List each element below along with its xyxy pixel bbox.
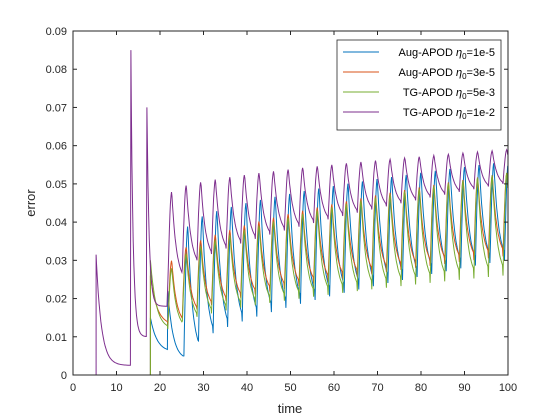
legend-label-1: Aug-APOD η0=1e-5 bbox=[399, 47, 495, 61]
y-tick-label: 0.01 bbox=[46, 332, 67, 344]
y-tick-label: 0.07 bbox=[46, 102, 67, 114]
x-tick-label: 0 bbox=[70, 382, 76, 394]
x-tick-label: 50 bbox=[284, 382, 296, 394]
series-layer bbox=[73, 50, 509, 376]
legend-label-suffix: =5e-3 bbox=[467, 87, 495, 99]
y-tick-label: 0.05 bbox=[46, 179, 67, 191]
y-tick-label: 0.08 bbox=[46, 64, 67, 76]
legend-label-sub: 0 bbox=[462, 92, 467, 101]
y-axis-label: error bbox=[23, 189, 38, 217]
x-tick-label: 30 bbox=[197, 382, 209, 394]
x-tick-label: 20 bbox=[154, 382, 166, 394]
legend-label-prefix: Aug-APOD bbox=[399, 47, 456, 59]
x-tick-label: 80 bbox=[415, 382, 427, 394]
legend-label-symbol: η bbox=[456, 87, 462, 99]
y-tick-label: 0.02 bbox=[46, 294, 67, 306]
y-tick-label: 0.03 bbox=[46, 255, 67, 267]
legend-label-sub: 0 bbox=[462, 72, 467, 81]
x-tick-label: 70 bbox=[371, 382, 383, 394]
legend-label-prefix: Aug-APOD bbox=[399, 67, 456, 79]
legend-label-sub: 0 bbox=[462, 112, 467, 121]
legend-label-4: TG-APOD η0=1e-2 bbox=[403, 107, 495, 121]
legend-label-symbol: η bbox=[456, 47, 462, 59]
series-line-3 bbox=[73, 172, 509, 376]
x-tick-label: 90 bbox=[458, 382, 470, 394]
y-tick-label: 0.04 bbox=[46, 217, 67, 229]
series-line-4 bbox=[73, 50, 509, 376]
y-tick-label: 0.09 bbox=[46, 26, 67, 38]
x-tick-label: 100 bbox=[499, 382, 517, 394]
legend-label-suffix: =3e-5 bbox=[467, 67, 495, 79]
x-tick-label: 40 bbox=[241, 382, 253, 394]
x-axis-label: time bbox=[278, 401, 303, 416]
y-tick-label: 0 bbox=[61, 370, 67, 382]
legend-label-symbol: η bbox=[456, 107, 462, 119]
series-line-1 bbox=[73, 163, 509, 376]
x-tick-label: 10 bbox=[110, 382, 122, 394]
legend-label-sub: 0 bbox=[462, 52, 467, 61]
y-tick-label: 0.06 bbox=[46, 141, 67, 153]
legend-label-suffix: =1e-5 bbox=[467, 47, 495, 59]
axes: 0 10 20 30 40 50 60 70 80 90 100 0 0.01 0.02 0.03 0.04 0… bbox=[46, 26, 518, 394]
legend-label-prefix: TG-APOD bbox=[403, 87, 456, 99]
legend-box bbox=[336, 39, 502, 131]
x-tick-label: 60 bbox=[328, 382, 340, 394]
legend-label-prefix: TG-APOD bbox=[403, 107, 456, 119]
legend-label-symbol: η bbox=[456, 67, 462, 79]
legend-label-2: Aug-APOD η0=3e-5 bbox=[399, 67, 495, 81]
legend-label-3: TG-APOD η0=5e-3 bbox=[403, 87, 495, 101]
legend-label-suffix: =1e-2 bbox=[467, 107, 495, 119]
